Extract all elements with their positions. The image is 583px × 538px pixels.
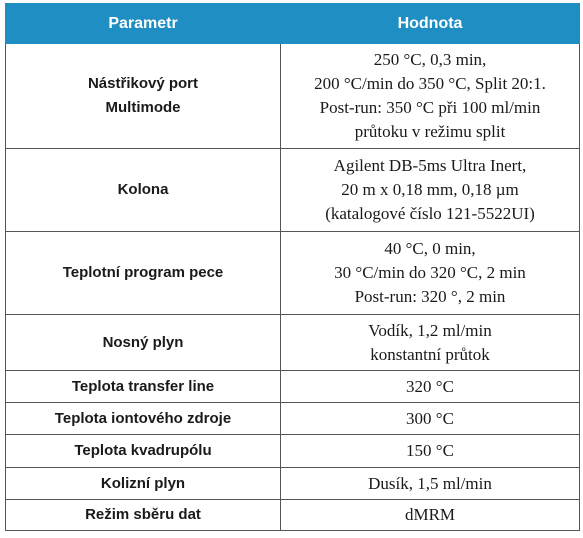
table-row: Teplota transfer line 320 °C <box>5 370 580 403</box>
label-line: Teplota iontového zdroje <box>54 409 232 427</box>
value-line: 320 °C <box>406 376 454 396</box>
value-line: Post-run: 350 °C při 100 ml/min <box>319 98 541 117</box>
table-row: Teplota iontového zdroje 300 °C <box>5 402 580 435</box>
table-row: Nosný plyn Vodík, 1,2 ml/min konstantní … <box>5 314 580 371</box>
value-line: 250 °C, 0,3 min, <box>373 50 487 69</box>
row-value: dMRM <box>280 499 580 531</box>
row-value: Agilent DB-5ms Ultra Inert, 20 m x 0,18 … <box>280 148 580 232</box>
table-row: Kolizní plyn Dusík, 1,5 ml/min <box>5 467 580 500</box>
row-value: 320 °C <box>280 370 580 403</box>
row-label: Teplota transfer line <box>5 370 281 403</box>
value-line: konstantní průtok <box>370 344 490 364</box>
value-line: 20 m x 0,18 mm, 0,18 µm <box>341 180 519 199</box>
row-value: 300 °C <box>280 402 580 435</box>
value-line: 150 °C <box>406 441 454 460</box>
label-line: Nástřikový port <box>87 75 199 92</box>
table-row: Nástřikový port Multimode 250 °C, 0,3 mi… <box>5 43 580 149</box>
label-line: Nosný plyn <box>102 333 184 351</box>
value-line: 40 °C, 0 min, <box>384 239 476 258</box>
value-line: dMRM <box>404 505 456 524</box>
label-line: Multimode <box>105 99 181 116</box>
value-line: průtoku v režimu split <box>354 122 506 141</box>
table-row: Režim sběru dat dMRM <box>5 499 580 531</box>
row-label: Režim sběru dat <box>5 499 281 531</box>
row-value: Dusík, 1,5 ml/min <box>280 467 580 500</box>
header-value: Hodnota <box>280 3 580 44</box>
value-line: (katalogové číslo 121-5522UI) <box>325 204 535 223</box>
parameters-table: Parametr Hodnota Nástřikový port Multimo… <box>5 3 580 531</box>
row-label: Nosný plyn <box>5 314 281 371</box>
value-line: Dusík, 1,5 ml/min <box>368 473 492 493</box>
label-line: Kolizní plyn <box>100 474 186 492</box>
value-line: Agilent DB-5ms Ultra Inert, <box>333 156 527 175</box>
header-parameter: Parametr <box>5 3 281 44</box>
row-label: Nástřikový port Multimode <box>5 43 281 149</box>
label-line: Režim sběru dat <box>85 506 201 523</box>
label-line: Teplotní program pece <box>62 264 224 281</box>
value-line: 200 °C/min do 350 °C, Split 20:1. <box>314 74 546 93</box>
value-line: Post-run: 320 °, 2 min <box>354 287 506 306</box>
row-value: 250 °C, 0,3 min, 200 °C/min do 350 °C, S… <box>280 43 580 149</box>
row-label: Teplotní program pece <box>5 231 281 315</box>
value-line: Vodík, 1,2 ml/min <box>368 320 492 340</box>
row-label: Teplota kvadrupólu <box>5 434 281 468</box>
header-row: Parametr Hodnota <box>5 3 580 44</box>
row-label: Kolona <box>5 148 281 232</box>
row-value: 40 °C, 0 min, 30 °C/min do 320 °C, 2 min… <box>280 231 580 315</box>
row-value: Vodík, 1,2 ml/min konstantní průtok <box>280 314 580 371</box>
value-line: 30 °C/min do 320 °C, 2 min <box>334 263 526 282</box>
row-label: Teplota iontového zdroje <box>5 402 281 435</box>
table-row: Kolona Agilent DB-5ms Ultra Inert, 20 m … <box>5 148 580 232</box>
row-value: 150 °C <box>280 434 580 468</box>
row-label: Kolizní plyn <box>5 467 281 500</box>
label-line: Teplota kvadrupólu <box>74 442 212 459</box>
label-line: Teplota transfer line <box>71 377 215 395</box>
table-row: Teplotní program pece 40 °C, 0 min, 30 °… <box>5 231 580 315</box>
value-line: 300 °C <box>406 408 454 428</box>
label-line: Kolona <box>117 181 169 198</box>
table-row: Teplota kvadrupólu 150 °C <box>5 434 580 468</box>
